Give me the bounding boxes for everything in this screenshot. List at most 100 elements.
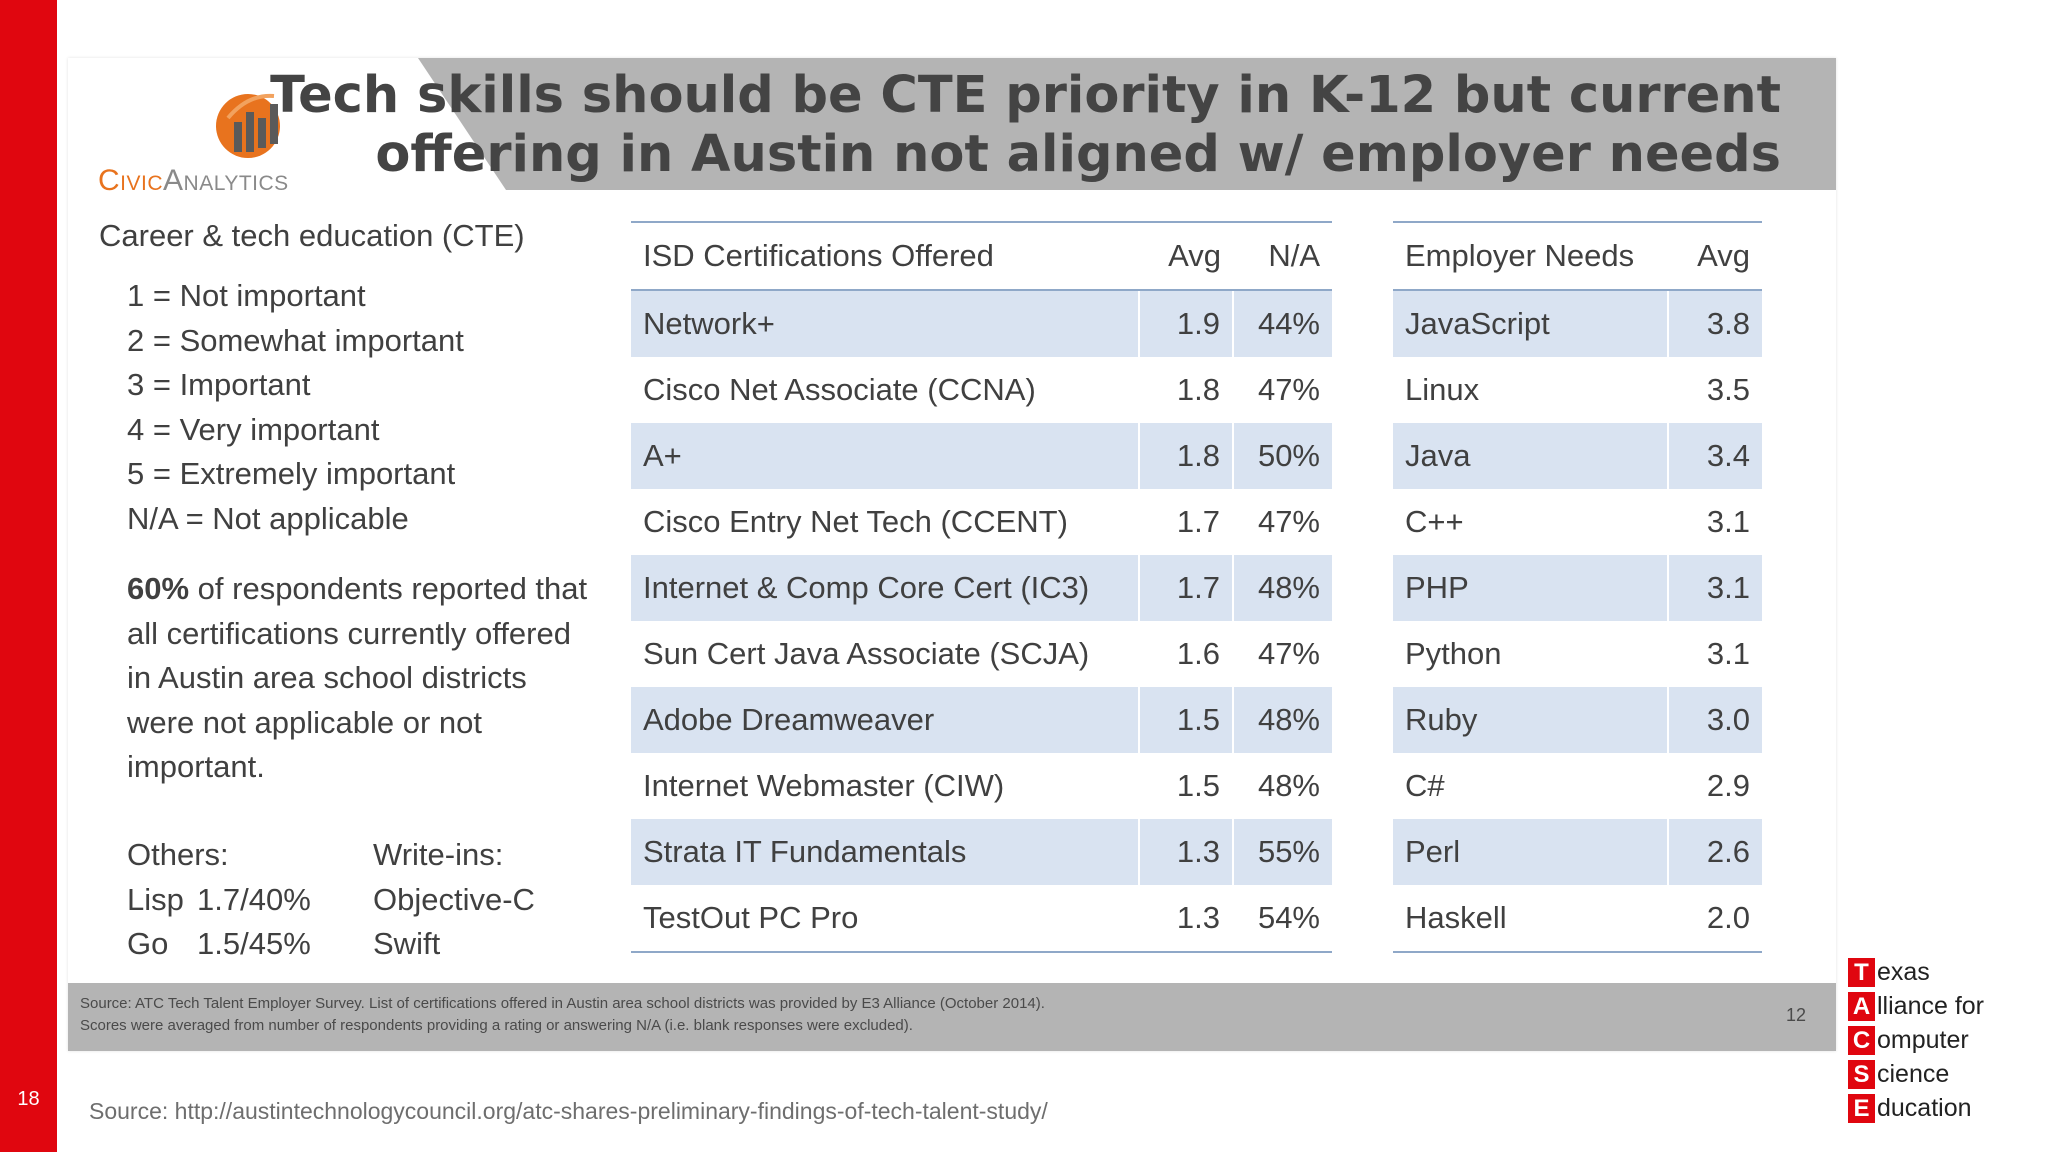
column-header: Employer Needs [1393,221,1668,291]
respondents-stat: 60% of respondents reported that all cer… [127,571,588,784]
table-row: Internet & Comp Core Cert (IC3) 1.7 48% [631,555,1332,621]
table-row: Linux 3.5 [1393,357,1762,423]
row-label: TestOut PC Pro [631,885,1139,953]
row-value: 54% [1232,885,1332,953]
row-value: 47% [1232,357,1332,423]
table-row: Haskell 2.0 [1393,885,1762,953]
row-value: 1.7 [1138,489,1233,555]
slide-number: 18 [17,1088,40,1110]
slide: Tech skills should be CTE priority in K-… [68,58,1836,1051]
row-label: A+ [631,423,1139,489]
cte-heading: Career & tech education (CTE) [99,218,525,253]
other-value: 1.5/45% [197,926,311,961]
row-label: Linux [1405,372,1480,407]
row-label: Strata IT Fundamentals [631,819,1139,885]
source-note-line: Scores were averaged from number of resp… [80,1017,913,1034]
table-row: Ruby 3.0 [1393,687,1762,753]
row-label: Perl [1393,819,1668,885]
row-value: 2.0 [1667,885,1762,953]
row-label: Ruby [1393,687,1668,753]
tacse-letter: E [1848,1093,1875,1123]
scale-item: 3 = Important [127,367,311,402]
row-label: C# [1405,768,1445,803]
row-label: Cisco Net Associate (CCNA) [643,372,1036,407]
tacse-word: ducation [1877,1093,1972,1122]
source-footnote: Source: ATC Tech Talent Employer Survey.… [68,983,1836,1051]
table-row: Cisco Entry Net Tech (CCENT) 1.7 47% [631,489,1332,555]
row-label: Internet Webmaster (CIW) [643,768,1005,803]
row-value: 3.1 [1667,621,1762,687]
row-value: 3.4 [1667,423,1762,489]
tacse-letter: S [1848,1059,1875,1089]
row-value: 1.5 [1138,687,1233,753]
row-value: 3.1 [1667,555,1762,621]
row-value: 3.0 [1667,687,1762,753]
other-name: Go [127,926,169,961]
employer-needs-table: Employer Needs Avg JavaScript 3.8 Linux 3.5… [1393,221,1762,953]
tacse-word: omputer [1877,1025,1969,1054]
column-header: ISD Certifications Offered [631,221,1139,291]
scale-item: N/A = Not applicable [127,500,409,536]
tacse-letter: A [1848,991,1875,1021]
table-row: Adobe Dreamweaver 1.5 48% [631,687,1332,753]
tacse-letter: C [1848,1025,1875,1055]
row-value: 48% [1232,753,1332,819]
other-name: Lisp [127,881,184,917]
tacse-word: cience [1877,1059,1950,1088]
slide-title: Tech skills should be CTE priority in K-… [270,66,1781,184]
row-label: JavaScript [1393,290,1668,357]
table-row: A+ 1.8 50% [631,423,1332,489]
row-value: 1.7 [1138,555,1233,621]
other-value: 1.7/40% [197,881,311,917]
scale-item: 1 = Not important [127,278,366,313]
row-value: 48% [1232,555,1332,621]
row-value: 3.5 [1667,357,1762,423]
logo-wordmark: CivicAnalytics [98,164,289,197]
column-header: N/A [1233,221,1332,291]
row-value: 1.3 [1138,819,1233,885]
row-value: 1.8 [1138,423,1233,489]
table-row: TestOut PC Pro 1.3 54% [631,885,1332,953]
row-label: Cisco Entry Net Tech (CCENT) [643,504,1068,539]
row-value: 1.6 [1138,621,1233,687]
table-row: JavaScript 3.8 [1393,290,1762,357]
row-label: Haskell [1393,885,1668,953]
cte-legend: Career & tech education (CTE) 1 = Not im… [99,218,599,961]
row-value: 44% [1232,290,1332,357]
row-value: 47% [1232,621,1332,687]
row-value: 47% [1232,489,1332,555]
row-label: Internet & Comp Core Cert (IC3) [631,555,1139,621]
table-row: Network+ 1.9 44% [631,290,1332,357]
inner-page-number: 12 [1785,1005,1806,1025]
table-row: Perl 2.6 [1393,819,1762,885]
row-value: 1.9 [1138,290,1233,357]
row-value: 2.6 [1667,819,1762,885]
row-value: 2.9 [1667,753,1762,819]
table-row: Sun Cert Java Associate (SCJA) 1.6 47% [631,621,1332,687]
row-label: C++ [1405,504,1464,539]
row-value: 48% [1232,687,1332,753]
column-header: Avg [1139,221,1233,291]
left-accent-bar [0,0,57,1152]
writein-item: Objective-C [373,881,535,917]
table-row: Strata IT Fundamentals 1.3 55% [631,819,1332,885]
scale-item: 2 = Somewhat important [127,322,464,358]
civic-analytics-logo: CivicAnalytics [98,88,348,198]
writein-item: Swift [373,926,441,961]
row-value: 1.3 [1138,885,1233,953]
row-value: 1.8 [1138,357,1233,423]
table-row: Java 3.4 [1393,423,1762,489]
row-label: Adobe Dreamweaver [631,687,1139,753]
row-label: Python [1405,636,1502,671]
table-row: C# 2.9 [1393,753,1762,819]
row-value: 1.5 [1138,753,1233,819]
row-value: 3.8 [1667,290,1762,357]
scale-item: 4 = Very important [127,411,380,447]
row-label: Sun Cert Java Associate (SCJA) [643,636,1090,671]
source-url: Source: http://austintechnologycouncil.o… [89,1098,1048,1124]
